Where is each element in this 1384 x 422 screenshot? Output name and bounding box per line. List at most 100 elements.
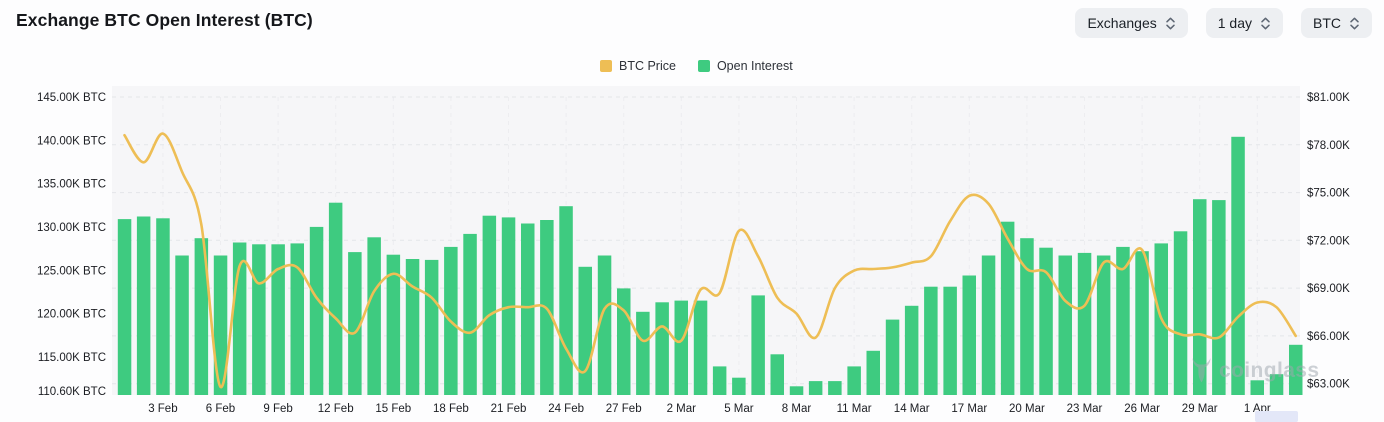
updown-chevron-icon	[1350, 17, 1359, 29]
oi-bar[interactable]	[386, 254, 401, 395]
y-left-tick-label: 135.00K BTC	[37, 179, 106, 191]
x-tick-label: 5 Mar	[724, 403, 754, 415]
x-tick-label: 12 Feb	[318, 403, 354, 415]
exchanges-dropdown[interactable]: Exchanges	[1075, 8, 1188, 38]
oi-bar[interactable]	[194, 238, 209, 395]
oi-bar[interactable]	[847, 366, 861, 395]
oi-bar[interactable]	[636, 311, 650, 395]
x-tick-label: 24 Feb	[548, 403, 584, 415]
oi-bar[interactable]	[156, 218, 170, 395]
oi-bar[interactable]	[424, 259, 439, 395]
oi-bar[interactable]	[674, 300, 689, 395]
x-tick-label: 15 Feb	[375, 403, 411, 415]
y-left-tick-label: 140.00K BTC	[37, 135, 106, 147]
oi-bar[interactable]	[1135, 251, 1149, 395]
oi-bar[interactable]	[136, 216, 151, 396]
oi-bar[interactable]	[904, 305, 919, 395]
x-tick-label: 26 Mar	[1124, 403, 1160, 415]
legend-item-btc-price[interactable]: BTC Price	[600, 59, 676, 73]
oi-bar[interactable]	[463, 233, 477, 395]
oi-bar[interactable]	[482, 215, 497, 395]
oi-bar[interactable]	[655, 302, 669, 395]
oi-bar[interactable]	[1116, 246, 1130, 395]
oi-bar[interactable]	[117, 219, 132, 395]
oi-bar[interactable]	[1096, 255, 1111, 396]
oi-bar[interactable]	[924, 286, 938, 395]
oi-bar[interactable]	[328, 202, 343, 395]
oi-bar[interactable]	[348, 252, 362, 395]
oi-bar[interactable]	[885, 319, 900, 395]
updown-chevron-icon	[1165, 17, 1175, 29]
updown-chevron-icon	[1261, 17, 1270, 29]
oi-bar[interactable]	[1250, 380, 1265, 395]
oi-bar[interactable]	[617, 288, 631, 395]
x-tick-label: 23 Mar	[1067, 403, 1103, 415]
x-tick-label: 27 Feb	[606, 403, 642, 415]
oi-bar[interactable]	[1231, 136, 1245, 396]
y-right-tick-label: $63.00K	[1307, 379, 1350, 391]
exchanges-dropdown-label: Exchanges	[1087, 15, 1157, 31]
legend-label: Open Interest	[716, 59, 793, 73]
chart-controls: Exchanges 1 day BTC	[1075, 8, 1372, 38]
y-left-tick-label: 125.00K BTC	[37, 265, 106, 277]
oi-bar[interactable]	[1269, 374, 1284, 395]
currency-unit-dropdown[interactable]: BTC	[1301, 8, 1372, 38]
oi-bar[interactable]	[693, 300, 708, 395]
oi-bar[interactable]	[943, 286, 957, 395]
oi-bar[interactable]	[789, 386, 804, 395]
interval-dropdown[interactable]: 1 day	[1205, 8, 1283, 38]
x-tick-label: 11 Mar	[837, 403, 872, 415]
oi-bar[interactable]	[175, 255, 189, 396]
oi-bar[interactable]	[808, 381, 823, 395]
oi-bar[interactable]	[559, 206, 573, 395]
oi-bar[interactable]	[1077, 252, 1092, 395]
oi-bar[interactable]	[751, 295, 765, 395]
x-tick-label: 9 Feb	[263, 403, 292, 415]
y-right-tick-label: $69.00K	[1307, 283, 1350, 295]
x-tick-label: 20 Mar	[1009, 403, 1045, 415]
oi-bar[interactable]	[1000, 221, 1015, 395]
oi-bar[interactable]	[597, 255, 612, 396]
y-right-tick-label: $81.00K	[1307, 92, 1350, 104]
datazoom-thumb[interactable]	[1255, 411, 1298, 422]
oi-bar[interactable]	[866, 350, 881, 395]
oi-bar[interactable]	[271, 244, 285, 395]
x-tick-label: 17 Mar	[951, 403, 987, 415]
y-left-tick-label: 145.00K BTC	[37, 92, 106, 104]
oi-bar[interactable]	[213, 255, 228, 396]
oi-bar[interactable]	[962, 275, 977, 396]
x-tick-label: 29 Mar	[1182, 403, 1218, 415]
oi-bar[interactable]	[405, 259, 420, 395]
oi-bar[interactable]	[732, 377, 746, 395]
oi-bar[interactable]	[309, 226, 324, 395]
oi-bar[interactable]	[712, 366, 727, 395]
page-title: Exchange BTC Open Interest (BTC)	[16, 10, 313, 30]
interval-dropdown-label: 1 day	[1217, 15, 1252, 31]
oi-bar[interactable]	[828, 381, 842, 395]
y-left-tick-label: 110.60K BTC	[38, 386, 106, 398]
oi-bar[interactable]	[367, 237, 381, 395]
oi-bar[interactable]	[1193, 199, 1207, 395]
oi-bar[interactable]	[1058, 255, 1073, 396]
legend-item-open-interest[interactable]: Open Interest	[697, 59, 793, 73]
oi-bar[interactable]	[252, 244, 266, 395]
oi-bar[interactable]	[578, 266, 593, 395]
oi-bar[interactable]	[521, 223, 535, 396]
oi-bar[interactable]	[1020, 238, 1034, 395]
x-tick-label: 14 Mar	[894, 403, 930, 415]
open-interest-swatch	[697, 60, 710, 72]
y-right-tick-label: $75.00K	[1307, 188, 1350, 200]
oi-bar[interactable]	[290, 243, 305, 395]
price-line	[123, 132, 1297, 389]
oi-bar[interactable]	[981, 255, 996, 396]
oi-bar[interactable]	[1212, 200, 1226, 395]
legend-label: BTC Price	[619, 59, 676, 73]
y-right-tick-label: $72.00K	[1307, 235, 1350, 247]
oi-bar[interactable]	[1039, 247, 1053, 395]
oi-bar[interactable]	[770, 354, 785, 395]
x-tick-label: 8 Mar	[782, 403, 812, 415]
oi-bar[interactable]	[1173, 231, 1188, 395]
oi-bar[interactable]	[1289, 344, 1303, 395]
